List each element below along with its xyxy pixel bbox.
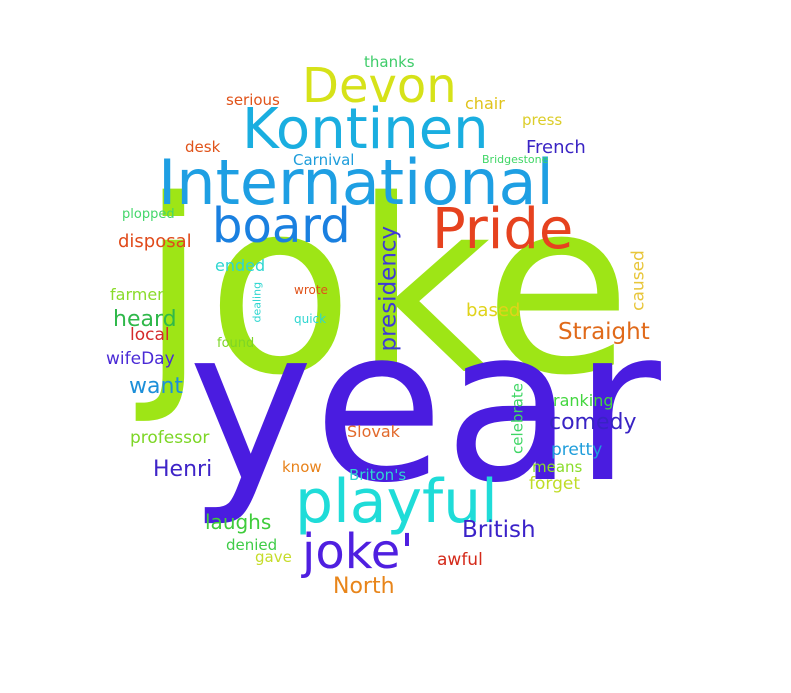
- word-britons: Briton's: [349, 466, 407, 484]
- word-straight: Straight: [558, 319, 650, 345]
- word-bridgestone: Bridgestone: [482, 153, 549, 166]
- word-french: French: [526, 137, 586, 158]
- word-local: local: [130, 325, 170, 345]
- word-thanks: thanks: [364, 53, 415, 71]
- word-heard: heard: [113, 307, 177, 332]
- word-desk: desk: [185, 138, 221, 156]
- word-found: found: [217, 336, 255, 351]
- word-british: British: [462, 517, 536, 543]
- word-know: know: [282, 458, 322, 476]
- word-gave: gave: [255, 548, 292, 566]
- word-joke: joke: [140, 148, 632, 428]
- word-ended: ended: [215, 256, 266, 275]
- word-wifeday: wifeDay: [106, 349, 175, 369]
- word-carnival: Carnival: [293, 151, 355, 169]
- word-means: means: [532, 458, 583, 476]
- word-international: International: [158, 146, 554, 219]
- word-board: board: [212, 198, 351, 254]
- word-ranking: ranking: [553, 391, 614, 410]
- word-joke-quote: joke': [302, 524, 414, 580]
- word-based: based: [466, 300, 521, 321]
- word-henri: Henri: [153, 457, 213, 482]
- word-kontinen: Kontinen: [242, 97, 489, 162]
- word-devon: Devon: [302, 58, 457, 114]
- word-pretty: pretty: [551, 440, 603, 460]
- word-playful: playful: [295, 467, 498, 537]
- word-serious: serious: [226, 91, 280, 109]
- word-comedy: comedy: [549, 410, 637, 435]
- word-pride: Pride: [432, 197, 574, 262]
- word-dealing: dealing: [250, 281, 264, 323]
- word-year: year: [188, 282, 661, 529]
- word-disposal: disposal: [118, 231, 192, 252]
- word-want: want: [129, 374, 184, 399]
- word-plopped: plopped: [122, 207, 175, 222]
- word-caused: caused: [628, 250, 649, 311]
- word-wrote: wrote: [294, 283, 328, 297]
- word-press: press: [522, 111, 563, 129]
- word-presidency: presidency: [375, 225, 402, 352]
- word-farmer: farmer: [110, 285, 164, 304]
- word-chair: chair: [465, 94, 505, 113]
- word-slovak: Slovak: [347, 422, 400, 441]
- word-awful: awful: [437, 550, 483, 570]
- word-professor: professor: [130, 428, 210, 448]
- word-forget: forget: [529, 474, 580, 494]
- word-laughs: laughs: [205, 510, 272, 534]
- word-north: North: [333, 574, 395, 599]
- word-denied: denied: [226, 536, 278, 554]
- word-celebrate: celebrate: [508, 383, 527, 454]
- word-quick: quick: [294, 312, 327, 326]
